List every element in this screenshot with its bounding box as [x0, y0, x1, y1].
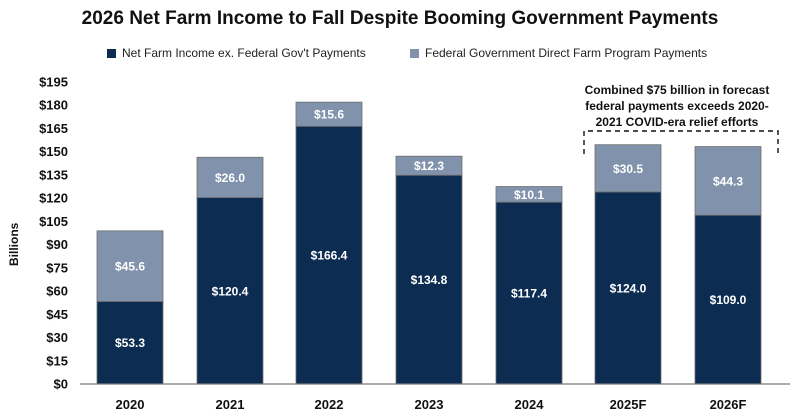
y-tick-label: $90	[46, 237, 68, 252]
data-label-net-farm-income: $124.0	[610, 281, 647, 295]
x-tick-label: 2020	[116, 397, 145, 412]
y-tick-label: $30	[46, 330, 68, 345]
bar-net-farm-income	[694, 214, 762, 385]
data-label-federal-payments: $10.1	[514, 188, 544, 202]
legend-swatch-net-farm-income	[107, 48, 116, 58]
bar-net-farm-income	[196, 197, 264, 385]
bar-net-farm-income	[295, 125, 363, 385]
y-tick-label: $105	[39, 214, 68, 229]
legend: Net Farm Income ex. Federal Gov't Paymen…	[0, 46, 800, 62]
annotation-text: Combined $75 billion in forecast federal…	[572, 82, 782, 130]
bar-federal-payments	[295, 101, 363, 127]
legend-swatch-federal-payments	[410, 48, 419, 58]
annotation-line-3: 2021 COVID-era relief efforts	[595, 115, 759, 129]
data-label-federal-payments: $12.3	[414, 159, 444, 173]
bar-net-farm-income	[96, 301, 164, 385]
chart-title: 2026 Net Farm Income to Fall Despite Boo…	[81, 8, 719, 29]
bar-net-farm-income	[395, 174, 463, 385]
bar-federal-payments	[495, 186, 563, 203]
y-tick-label: $60	[46, 284, 68, 299]
legend-item-federal-payments: Federal Government Direct Farm Program P…	[410, 46, 707, 60]
data-label-net-farm-income: $109.0	[710, 293, 747, 307]
bar-net-farm-income	[495, 201, 563, 385]
y-tick-label: $45	[46, 307, 68, 322]
x-tick-label: 2023	[415, 397, 444, 412]
y-tick-label: $135	[39, 167, 68, 182]
legend-label-federal-payments: Federal Government Direct Farm Program P…	[425, 46, 708, 60]
x-tick-label: 2026F	[710, 397, 747, 412]
bar-federal-payments	[196, 156, 264, 198]
x-tick-label: 2021	[216, 397, 245, 412]
x-tick-label: 2022	[315, 397, 344, 412]
data-label-net-farm-income: $117.4	[511, 287, 547, 301]
data-label-net-farm-income: $53.3	[115, 336, 145, 350]
bar-net-farm-income	[594, 191, 662, 385]
data-label-federal-payments: $26.0	[215, 171, 245, 185]
data-label-federal-payments: $30.5	[613, 162, 643, 176]
data-label-net-farm-income: $134.8	[411, 273, 448, 287]
data-label-federal-payments: $15.6	[314, 108, 344, 122]
x-tick-label: 2024	[515, 397, 545, 412]
y-tick-label: $180	[39, 98, 68, 113]
legend-item-net-farm-income: Net Farm Income ex. Federal Gov't Paymen…	[107, 46, 366, 60]
y-tick-label: $150	[39, 144, 68, 159]
annotation-line-1: Combined $75 billion in forecast	[584, 83, 770, 97]
bar-federal-payments	[395, 155, 463, 176]
annotation-line-2: federal payments exceeds 2020-	[585, 99, 769, 113]
y-tick-label: $0	[54, 377, 68, 392]
y-tick-label: $195	[39, 75, 68, 90]
data-label-federal-payments: $45.6	[115, 260, 145, 274]
data-label-net-farm-income: $120.4	[212, 284, 249, 298]
y-tick-label: $120	[39, 191, 68, 206]
legend-label-net-farm-income: Net Farm Income ex. Federal Gov't Paymen…	[122, 46, 366, 60]
bar-federal-payments	[96, 230, 164, 302]
bar-federal-payments	[594, 144, 662, 193]
y-tick-label: $15	[46, 353, 68, 368]
annotation-bracket	[583, 130, 779, 154]
data-label-net-farm-income: $166.4	[311, 249, 348, 263]
data-label-federal-payments: $44.3	[713, 174, 743, 188]
x-tick-label: 2025F	[610, 397, 647, 412]
y-tick-label: $165	[39, 121, 68, 136]
bar-federal-payments	[694, 146, 762, 216]
y-tick-label: $75	[46, 260, 68, 275]
